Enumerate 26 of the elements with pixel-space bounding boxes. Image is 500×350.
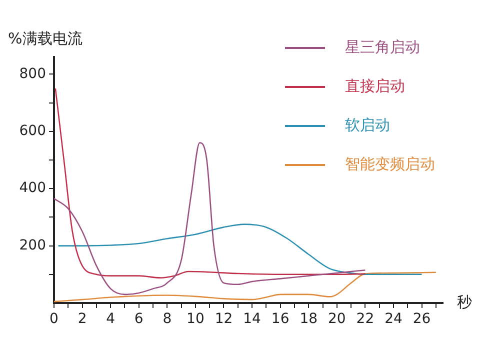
- line-series: [54, 272, 437, 302]
- x-tick-label: 0: [50, 311, 58, 328]
- x-tick-label: 22: [356, 311, 374, 328]
- x-tick-label: 4: [106, 311, 116, 328]
- x-tick-label: 6: [134, 311, 144, 328]
- line-series: [58, 224, 422, 276]
- x-tick-label: 20: [328, 311, 346, 328]
- y-tick-label: 600: [19, 123, 46, 140]
- x-tick-label: 10: [186, 311, 204, 328]
- y-axis-title: %满载电流: [8, 29, 82, 48]
- x-tick-label: 2: [78, 311, 87, 328]
- legend-label: 星三角启动: [345, 38, 420, 57]
- x-tick-label: 18: [300, 311, 318, 328]
- x-tick-label: 16: [271, 311, 290, 328]
- x-tick-label: 24: [384, 311, 402, 328]
- x-tick-label: 8: [162, 311, 172, 328]
- x-axis-title: 秒: [457, 292, 472, 311]
- legend-label: 软启动: [345, 116, 390, 135]
- y-tick-label: 200: [19, 237, 46, 254]
- legend-label: 智能变频启动: [345, 155, 435, 174]
- x-tick-label: 14: [243, 311, 262, 328]
- y-tick-label: 400: [19, 180, 46, 196]
- x-tick-label: 12: [214, 311, 233, 328]
- y-tick-label: 800: [19, 66, 46, 82]
- legend-label: 直接启动: [345, 77, 405, 96]
- x-tick-label: 26: [412, 311, 431, 328]
